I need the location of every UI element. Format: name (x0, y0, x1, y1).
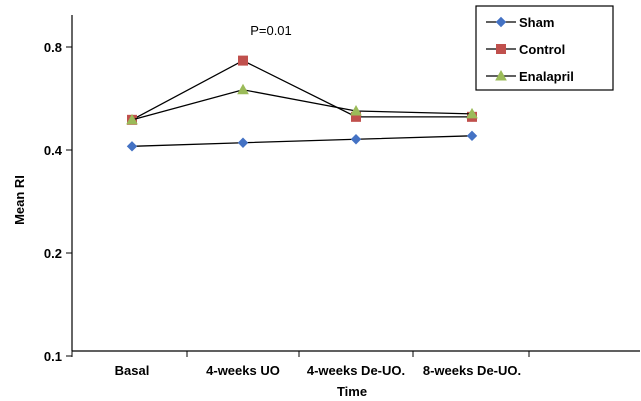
data-point-sham (466, 130, 478, 142)
legend-label: Sham (519, 15, 554, 30)
axes (71, 15, 640, 352)
x-axis-ticks: Basal 4-weeks UO 4-weeks De-UO. 8-weeks De-… (71, 351, 530, 378)
series-line-enalapril (131, 89, 473, 121)
series-enalapril (126, 83, 478, 125)
legend-label: Enalapril (519, 69, 574, 84)
legend: Sham Control Enalapril (475, 5, 614, 91)
legend-label: Control (519, 42, 565, 57)
series-layer (126, 55, 478, 152)
series-sham (126, 130, 478, 152)
y-axis-ticks: 0.1 0.2 0.4 0.8 (44, 40, 72, 364)
data-point-enalapril (466, 107, 478, 119)
y-tick-label: 0.8 (44, 40, 62, 55)
data-point-enalapril (350, 104, 362, 116)
x-tick-label: Basal (115, 363, 150, 378)
data-point-enalapril (237, 83, 249, 95)
data-point-enalapril (126, 113, 138, 125)
y-tick-label: 0.1 (44, 349, 62, 364)
legend-marker (496, 44, 506, 54)
x-tick-label: 8-weeks De-UO. (423, 363, 521, 378)
x-tick-label: 4-weeks De-UO. (307, 363, 405, 378)
data-point-sham (350, 134, 362, 145)
y-tick-label: 0.4 (44, 143, 63, 158)
legend-item-control: Control (486, 42, 565, 57)
series-line-control (131, 59, 472, 121)
legend-marker (495, 69, 507, 81)
x-axis-title: Time (337, 384, 367, 399)
legend-item-enalapril: Enalapril (486, 69, 574, 84)
y-tick-label: 0.2 (44, 246, 62, 261)
y-axis-title: Mean RI (12, 175, 27, 225)
data-point-control (238, 55, 248, 66)
legend-item-sham: Sham (486, 15, 554, 30)
data-point-sham (237, 137, 249, 148)
series-line-sham (131, 135, 473, 147)
legend-marker (495, 16, 507, 28)
x-tick-label: 4-weeks UO (206, 363, 280, 378)
series-control (127, 55, 477, 125)
p-value-annotation: P=0.01 (250, 23, 292, 38)
data-point-sham (126, 141, 138, 152)
